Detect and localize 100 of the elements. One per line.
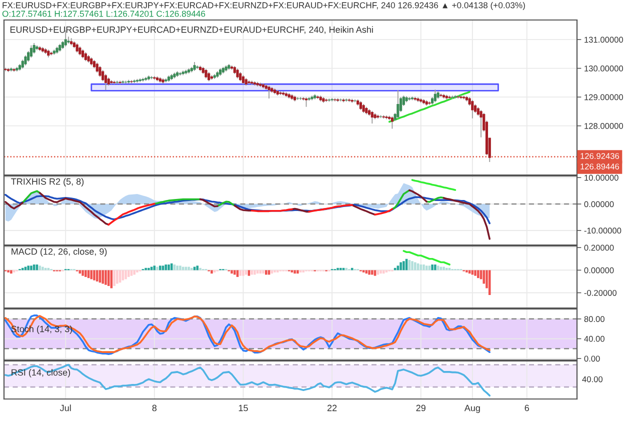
bar [488, 270, 491, 296]
bar [190, 268, 193, 270]
candlestick [104, 74, 107, 91]
bar [90, 270, 93, 280]
bar [442, 266, 445, 270]
bar [38, 266, 41, 270]
candlestick [396, 90, 400, 119]
y-tick-label: -10.00000 [584, 228, 622, 234]
bar [144, 268, 147, 270]
bar [368, 270, 370, 275]
bar [345, 268, 348, 270]
bar [21, 268, 24, 270]
bar [104, 270, 107, 285]
bar [113, 270, 116, 286]
bar [256, 270, 259, 274]
bar [102, 270, 104, 284]
bar [250, 270, 253, 275]
candlestick [24, 54, 27, 66]
candlestick [480, 110, 482, 138]
y-tick-label: 0.00 [584, 356, 600, 362]
bar [474, 270, 476, 276]
line-series [411, 179, 456, 191]
bar [179, 266, 182, 270]
bar [376, 270, 380, 275]
y-tick-label: 129.00000 [584, 94, 624, 100]
candlestick [76, 42, 78, 53]
bar [262, 270, 264, 274]
y-tick-label: -0.20000 [584, 290, 617, 296]
bar [477, 270, 480, 278]
bar [82, 270, 84, 276]
bar [127, 270, 130, 277]
y-tick-label: 40.00 [584, 336, 604, 342]
x-tick-label: 29 [416, 404, 426, 412]
candlestick [434, 89, 436, 103]
bar [10, 270, 12, 274]
bar [434, 264, 436, 270]
bar [122, 270, 124, 280]
bar [96, 270, 98, 282]
candlestick [304, 96, 308, 108]
bar [124, 270, 127, 280]
bar [158, 266, 162, 270]
bar [168, 264, 170, 270]
candlestick [236, 68, 239, 79]
chart-title: FX:EURUSD+FX:EURGBP+FX:EURJPY+FX:EURCAD+FX:EURNZD+FX:EURAUD+FX:EURCHF, 240 126.92436 ▲ +0.04138 (+0.03%) [2, 2, 525, 10]
text: 126.89446 [580, 164, 620, 170]
candlestick [204, 68, 208, 79]
bar [294, 270, 296, 274]
bar [233, 270, 236, 275]
bar [296, 270, 299, 274]
x-tick-label: Aug [464, 404, 480, 413]
bar [468, 270, 471, 274]
x-tick-label: 8 [152, 404, 157, 412]
bar [156, 266, 158, 270]
candlestick [239, 72, 242, 82]
candlestick [30, 44, 32, 58]
y-tick-label: 0.20000 [584, 244, 614, 251]
bar [188, 266, 190, 270]
x-tick-label: 15 [238, 404, 248, 412]
bar [400, 262, 402, 270]
bar [78, 270, 82, 274]
bar [27, 266, 30, 270]
bar [242, 270, 244, 276]
bar [380, 270, 382, 274]
bar [116, 270, 118, 284]
bar [482, 270, 486, 284]
chart-title: MACD (12, 26, close, 9) [12, 248, 107, 256]
bar [445, 268, 448, 270]
candlestick [370, 110, 374, 124]
y-tick-label: 128.00000 [584, 123, 624, 129]
bar [148, 268, 150, 270]
bar [371, 270, 374, 275]
x-tick-label: Jul [60, 404, 71, 412]
annotation: EURUSD+EURGBP+EURJPY+EURCAD+EURNZD+EURAUD+EURCHF, 240, Heikin Ashi [10, 26, 373, 34]
bar [254, 270, 256, 275]
bar [176, 266, 178, 270]
bar [365, 270, 368, 274]
bar [42, 266, 44, 270]
bar [239, 270, 242, 276]
bar [422, 264, 425, 270]
y-tick-label: 0.00000 [584, 201, 614, 208]
bar [84, 270, 87, 277]
candlestick [96, 62, 98, 74]
candlestick [98, 66, 102, 78]
y-tick-label: 80.00 [584, 316, 604, 322]
bar [336, 268, 339, 270]
bar [270, 270, 274, 274]
candlestick [32, 42, 36, 54]
bar [414, 262, 416, 270]
y-tick-label: 130.00000 [584, 66, 624, 72]
bar [411, 261, 414, 270]
chart-title: TRIXHIS R2 (5, 8) [11, 178, 84, 186]
bar [130, 270, 133, 276]
chart-subtitle: O:127.57461 H:127.57461 L:126.74201 C:126.89446 [2, 10, 206, 17]
bar [265, 270, 268, 275]
candlestick [268, 85, 270, 99]
bar [374, 270, 376, 276]
candlestick [471, 99, 474, 119]
bar [93, 270, 96, 280]
ref-line-label: 126.92436 [580, 153, 620, 159]
candlestick [390, 116, 394, 130]
